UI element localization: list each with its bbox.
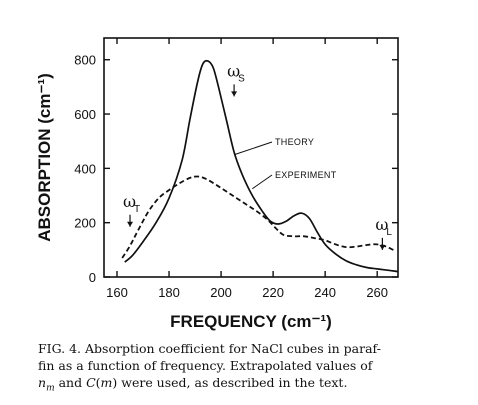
x-tick-label-160: 160 <box>106 285 128 300</box>
annotation-omega-l-subscript: L <box>386 227 392 238</box>
annotation-omega-t-arrow-head <box>127 221 134 227</box>
absorption-chart: 160 180 200 220 240 260 0 200 400 600 800 THEORY EX… <box>35 37 399 331</box>
y-tick-label-400: 400 <box>74 161 96 176</box>
x-axis-title: FREQUENCY (cm⁻¹) <box>170 312 332 331</box>
figure-caption: FIG. 4. Absorption coefficient for NaCl … <box>38 340 468 398</box>
series-line-theory <box>124 59 398 273</box>
y-tick-label-600: 600 <box>74 107 96 122</box>
plot-axes <box>103 37 399 278</box>
annotation-experiment-leader <box>252 174 273 190</box>
annotation-theory-leader <box>233 141 273 156</box>
x-tick-label-240: 240 <box>314 285 336 300</box>
annotation-experiment-label: EXPERIMENT <box>275 170 337 180</box>
annotation-omega-s: ω <box>227 61 240 80</box>
series-group <box>121 59 398 273</box>
caption-line-1: FIG. 4. Absorption coefficient for NaCl … <box>38 341 381 356</box>
x-tick-label-200: 200 <box>210 285 232 300</box>
axis-titles: FREQUENCY (cm⁻¹) ABSORPTION (cm⁻¹) <box>35 73 332 331</box>
y-tick-label-200: 200 <box>74 216 96 231</box>
annotation-omega-l-arrow-head <box>379 244 386 250</box>
x-tick-label-220: 220 <box>262 285 284 300</box>
x-tick-label-180: 180 <box>158 285 180 300</box>
annotation-omega-s-subscript: S <box>238 73 245 84</box>
annotation-omega-t: ω <box>123 192 136 211</box>
plot-frame <box>103 37 399 278</box>
tick-marks: 160 180 200 220 240 260 0 200 400 600 800 <box>74 38 398 300</box>
caption-line-2: fin as a function of frequency. Extrapol… <box>38 358 373 373</box>
y-axis-title: ABSORPTION (cm⁻¹) <box>35 73 54 242</box>
annotation-omega-l: ω <box>375 215 388 234</box>
x-tick-label-260: 260 <box>366 285 388 300</box>
annotation-omega-t-subscript: T <box>134 204 140 215</box>
caption-line-3: nm and C(m) were used, as described in t… <box>38 375 348 394</box>
y-tick-label-800: 800 <box>74 53 96 68</box>
annotation-theory-label: THEORY <box>275 137 314 147</box>
annotation-omega-s-arrow-head <box>231 91 238 97</box>
series-line-experiment <box>121 175 396 259</box>
y-tick-label-0: 0 <box>89 270 96 285</box>
